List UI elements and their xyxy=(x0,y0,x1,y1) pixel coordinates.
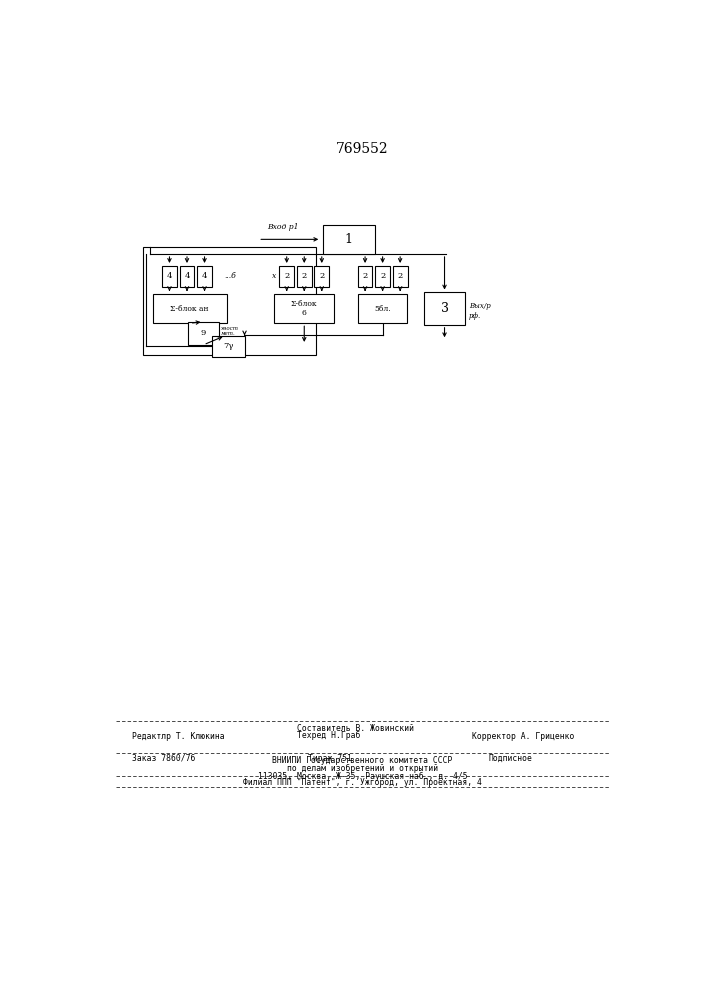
Text: 7γ: 7γ xyxy=(223,342,233,350)
Text: Σ-блок
6: Σ-блок 6 xyxy=(291,300,317,317)
Text: 2: 2 xyxy=(302,272,307,280)
Text: Техред Н.Граб: Техред Н.Граб xyxy=(297,731,360,740)
Bar xyxy=(315,266,329,287)
Bar xyxy=(279,266,294,287)
Bar xyxy=(153,294,227,323)
Text: Заказ 7860/76: Заказ 7860/76 xyxy=(132,754,196,763)
Text: Σ-блок ан: Σ-блок ан xyxy=(170,305,209,313)
Text: Подписное: Подписное xyxy=(489,754,532,763)
Bar xyxy=(162,266,177,287)
Text: Редактлр Т. Клюкина: Редактлр Т. Клюкина xyxy=(132,732,225,741)
Text: 1: 1 xyxy=(344,233,353,246)
Text: Филиал ППП "Патент", г. Ужгород, ул. Проектная, 4: Филиал ППП "Патент", г. Ужгород, ул. Про… xyxy=(243,778,481,787)
Text: Тираж 751: Тираж 751 xyxy=(308,754,351,763)
Text: 4: 4 xyxy=(185,272,189,280)
Text: 2: 2 xyxy=(319,272,325,280)
Bar xyxy=(144,247,316,355)
Text: 5бл.: 5бл. xyxy=(374,305,391,313)
Text: по делам изобретений и открытий: по делам изобретений и открытий xyxy=(287,764,438,773)
Bar xyxy=(197,266,212,287)
Text: 9: 9 xyxy=(201,329,206,337)
Text: Вход р1: Вход р1 xyxy=(267,223,298,231)
Text: 4: 4 xyxy=(201,272,207,280)
Text: Корректор А. Гриценко: Корректор А. Гриценко xyxy=(472,732,574,741)
Text: 2: 2 xyxy=(284,272,289,280)
Text: ...б: ...б xyxy=(224,272,236,280)
Text: Составитель В. Жовинский: Составитель В. Жовинский xyxy=(297,724,414,733)
Bar xyxy=(274,294,334,323)
Text: x: x xyxy=(271,272,276,280)
Text: ВНИИПИ Государственного комитета СССР: ВНИИПИ Государственного комитета СССР xyxy=(272,756,452,765)
Bar xyxy=(358,294,407,323)
Bar xyxy=(375,266,390,287)
Bar xyxy=(211,336,245,357)
Bar xyxy=(188,322,218,345)
Bar xyxy=(322,225,375,254)
Text: 113035, Москва, Ж-35, Раушская наб., д. 4/5: 113035, Москва, Ж-35, Раушская наб., д. … xyxy=(257,771,467,781)
Text: 2: 2 xyxy=(397,272,403,280)
Bar xyxy=(358,266,373,287)
Text: 2: 2 xyxy=(380,272,385,280)
Text: Вых/р
рф.: Вых/р рф. xyxy=(469,302,491,320)
Text: 769552: 769552 xyxy=(336,142,389,156)
Text: 3: 3 xyxy=(440,302,448,315)
Bar xyxy=(180,266,194,287)
Bar xyxy=(424,292,465,325)
Text: 4: 4 xyxy=(167,272,173,280)
Bar xyxy=(297,266,312,287)
Text: 2: 2 xyxy=(363,272,368,280)
Text: хвост
мет.: хвост мет. xyxy=(221,326,239,336)
Bar xyxy=(393,266,407,287)
